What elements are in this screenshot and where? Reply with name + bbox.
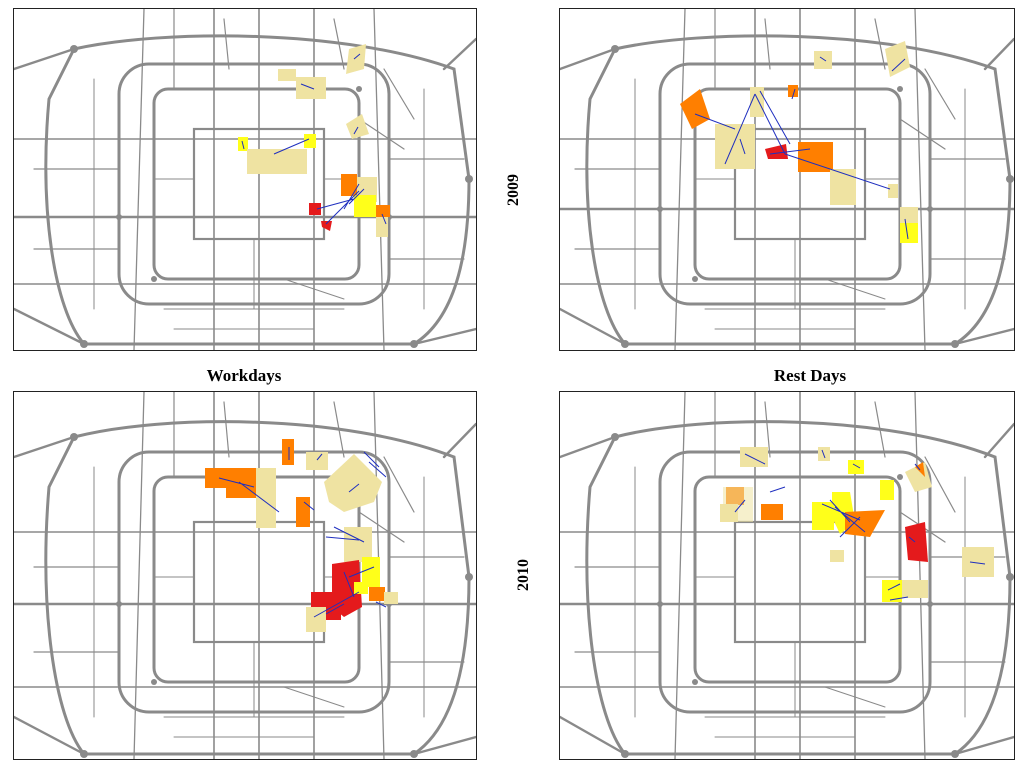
hotspot-zone: [369, 587, 385, 601]
hotspot-zones: [205, 439, 398, 632]
map-workdays-2009: [13, 8, 477, 351]
map-rest-days-2009: [559, 8, 1015, 351]
hotspot-zone: [830, 550, 844, 562]
hotspot-zone: [761, 504, 783, 520]
hotspot-zone: [256, 468, 276, 528]
road-network-map: [14, 392, 476, 759]
hotspot-zone: [888, 184, 898, 198]
hotspot-zone: [346, 114, 369, 139]
hotspot-zone: [282, 439, 294, 465]
hotspot-zone: [309, 203, 321, 215]
road-network-map: [560, 9, 1014, 350]
hotspot-zone: [354, 195, 376, 217]
hotspot-zone: [324, 454, 382, 512]
column-label-workdays: Workdays: [206, 366, 282, 385]
hotspot-zone: [880, 480, 894, 500]
hotspot-zone: [814, 51, 832, 69]
hotspot-zone: [715, 124, 755, 169]
map-workdays-2010: [13, 391, 477, 760]
hotspot-zone: [750, 87, 764, 117]
road-network: [560, 392, 1014, 759]
hotspot-zone: [788, 85, 798, 97]
row-label-2009: 2009: [505, 174, 522, 206]
road-network: [14, 392, 476, 759]
road-junctions: [611, 433, 1014, 758]
hotspot-zones: [720, 447, 994, 602]
hotspot-zone: [226, 468, 258, 498]
hotspot-zone: [354, 582, 368, 594]
flow-lines: [694, 56, 909, 240]
flow-lines: [241, 53, 387, 225]
hotspot-zone: [765, 144, 788, 159]
hotspot-zone: [306, 607, 326, 632]
road-network-map: [560, 392, 1014, 759]
hotspot-zones: [680, 41, 918, 243]
hotspot-zone: [306, 452, 328, 470]
hotspot-zone: [830, 169, 856, 205]
hotspot-zone: [680, 89, 710, 129]
road-network: [560, 9, 1014, 350]
hotspot-zone: [885, 41, 910, 77]
hotspot-zone: [900, 207, 918, 223]
map-rest-days-2010: [559, 391, 1015, 760]
hotspot-zone: [278, 69, 296, 81]
road-junctions: [611, 45, 1014, 348]
hotspot-zone: [346, 44, 366, 74]
hotspot-zone: [376, 205, 390, 217]
hotspot-zone: [812, 502, 834, 530]
hotspot-zone: [962, 547, 994, 577]
flow-lines: [218, 447, 387, 618]
hotspot-zone: [905, 462, 932, 492]
hotspot-zone: [321, 221, 332, 231]
hotspot-zone: [720, 504, 738, 522]
hotspot-zone: [205, 468, 227, 488]
hotspot-zone: [341, 174, 357, 196]
row-label-2010: 2010: [515, 559, 532, 591]
hotspot-zone: [845, 510, 885, 537]
hotspot-zone: [902, 580, 928, 598]
hotspot-zone: [304, 134, 316, 148]
road-network: [14, 9, 476, 350]
hotspot-zone: [740, 447, 768, 467]
hotspot-zone: [798, 142, 833, 172]
hotspot-zone: [362, 557, 380, 587]
hotspot-zone: [900, 223, 918, 243]
hotspot-zone: [848, 460, 864, 474]
hotspot-zone: [376, 217, 388, 237]
hotspot-zone: [296, 497, 310, 527]
hotspot-zone: [905, 522, 928, 562]
road-network-map: [14, 9, 476, 350]
flow-lines: [734, 449, 986, 601]
hotspot-zone: [344, 527, 372, 562]
hotspot-zone: [384, 592, 398, 604]
column-label-rest-days: Rest Days: [773, 366, 847, 385]
